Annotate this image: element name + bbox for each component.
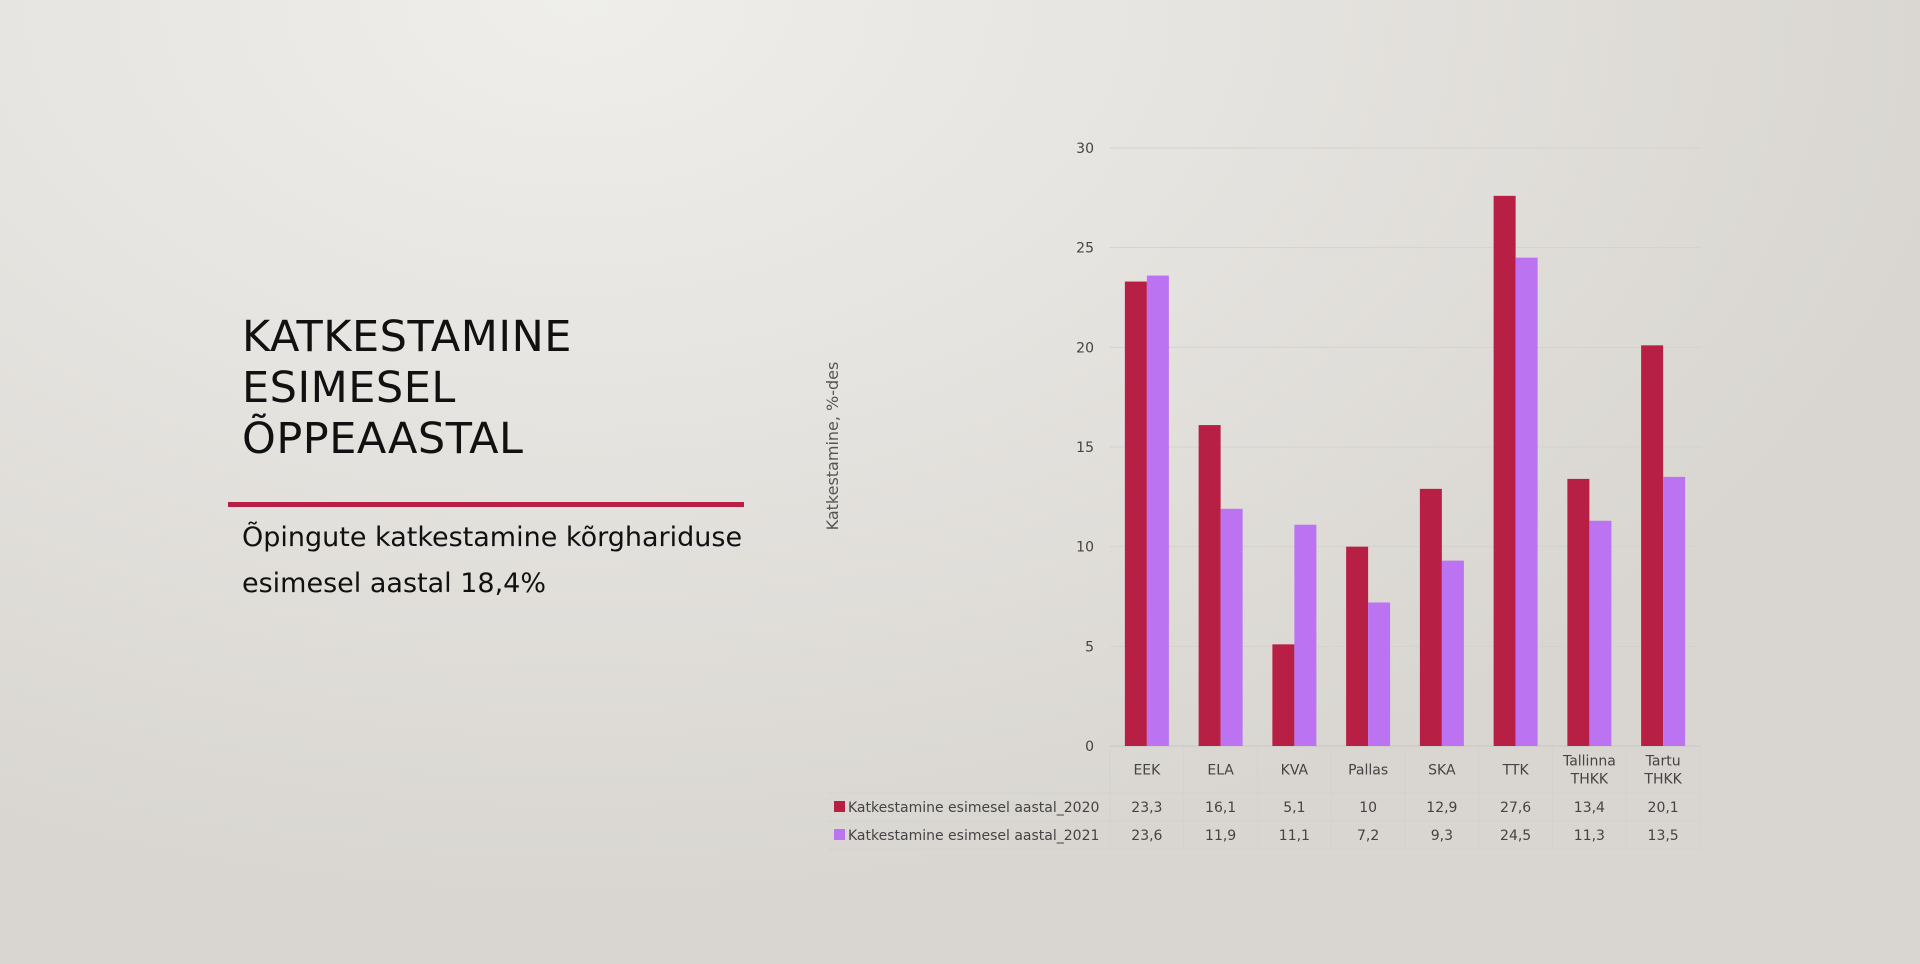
bar-2021 (1368, 602, 1391, 746)
x-category-label: Tartu THKK (1643, 754, 1682, 788)
y-tick-label: 20 (1076, 340, 1094, 356)
bar-2020 (1641, 345, 1664, 746)
data-value-label: 24,5 (1500, 828, 1531, 844)
y-tick-label: 15 (1076, 440, 1094, 456)
y-tick-label: 25 (1076, 241, 1094, 257)
y-tick-label: 30 (1076, 141, 1094, 157)
y-tick-label: 10 (1076, 540, 1094, 556)
bar-2021 (1441, 560, 1464, 746)
bar-2020 (1493, 195, 1516, 747)
data-value-label: 5,1 (1283, 800, 1305, 816)
legend-label: Katkestamine esimesel aastal_2020 (848, 800, 1099, 816)
slide-subtitle: Õpingute katkestamine kõrghariduse esime… (242, 522, 743, 599)
bar-2020 (1346, 546, 1369, 746)
y-axis-ticks: 0 5 10 15 20 25 30 (1076, 141, 1094, 755)
x-category-label: ELA (1207, 763, 1234, 779)
data-value-label: 7,2 (1357, 828, 1379, 844)
data-value-label: 13,4 (1574, 800, 1605, 816)
data-value-label: 23,6 (1131, 828, 1162, 844)
data-value-label: 12,9 (1426, 800, 1457, 816)
x-category-label: EEK (1133, 763, 1161, 779)
y-tick-label: 5 (1085, 639, 1094, 655)
data-value-label: 20,1 (1648, 800, 1679, 816)
bar-2020 (1198, 425, 1221, 746)
data-value-label: 16,1 (1205, 800, 1236, 816)
legend-swatch-2021 (834, 829, 845, 840)
bar-2021 (1220, 508, 1243, 746)
x-category-label: TTK (1502, 763, 1530, 779)
bar-2020 (1419, 488, 1442, 746)
data-value-label: 11,1 (1279, 828, 1310, 844)
data-value-label: 11,3 (1574, 828, 1605, 844)
legend-swatch-2020 (834, 801, 845, 812)
gridlines (1110, 147, 1700, 747)
bar-2021 (1294, 524, 1317, 746)
x-category-label: KVA (1281, 763, 1309, 779)
legend-label: Katkestamine esimesel aastal_2021 (848, 828, 1099, 844)
y-axis-label: Katkestamine, %-des (823, 362, 842, 531)
x-category-label: Tallinna THKK (1562, 754, 1616, 788)
data-value-label: 10 (1359, 800, 1377, 816)
data-value-label: 9,3 (1431, 828, 1453, 844)
bar-2020 (1124, 281, 1147, 746)
slide-title: KATKESTAMINE ESIMESEL ÕPPEAASTAL (242, 312, 572, 464)
y-tick-label: 0 (1085, 739, 1094, 755)
title-divider (228, 502, 744, 507)
bar-2021 (1663, 476, 1686, 746)
data-table: EEK ELA KVA Pallas SKA TTK Tallinna THKK Tartu TH… (828, 746, 1701, 850)
data-value-label: 11,9 (1205, 828, 1236, 844)
data-value-label: 27,6 (1500, 800, 1531, 816)
x-category-label: Pallas (1348, 763, 1388, 779)
x-category-label: SKA (1428, 763, 1456, 779)
bar-2021 (1146, 275, 1169, 746)
bar-2021 (1515, 257, 1538, 746)
bar-2020 (1567, 478, 1590, 746)
bar-2021 (1589, 520, 1612, 746)
data-value-label: 23,3 (1131, 800, 1162, 816)
bars (1124, 195, 1686, 747)
bar-2020 (1272, 644, 1295, 746)
data-value-label: 13,5 (1648, 828, 1679, 844)
